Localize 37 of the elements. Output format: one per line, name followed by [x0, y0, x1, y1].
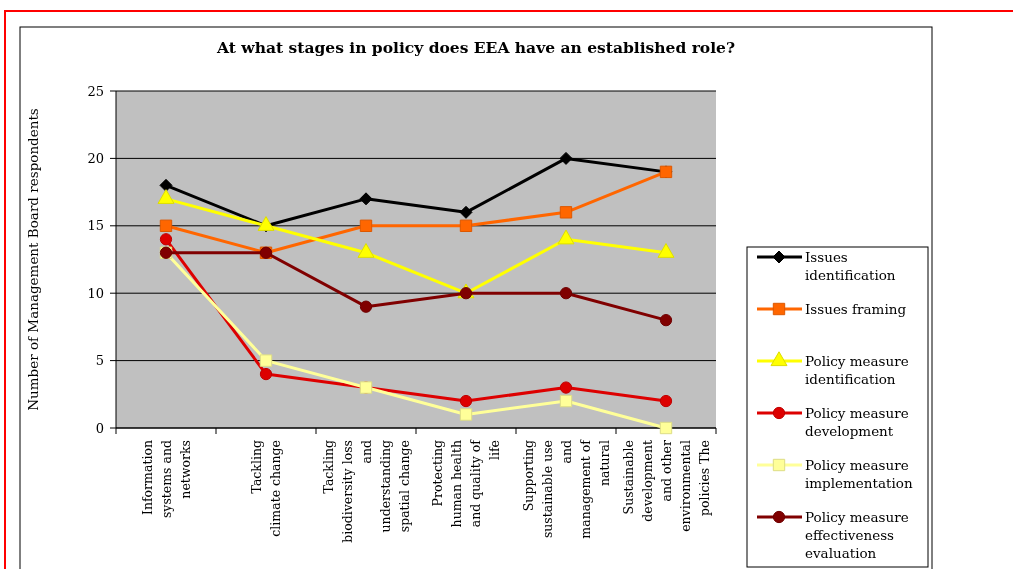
legend-label: Policy measure identification [805, 353, 909, 387]
x-tick-label: Information systems and networks [139, 440, 193, 519]
point [159, 219, 173, 232]
point [359, 219, 373, 232]
point [359, 300, 373, 313]
point [459, 287, 473, 300]
y-tick-label: 10 [87, 285, 104, 301]
point [559, 151, 573, 165]
y-axis-title: Number of Management Board respondents [25, 108, 41, 411]
point [159, 233, 173, 246]
point [259, 354, 273, 367]
point [459, 219, 473, 232]
legend-label: Policy measure effectiveness evaluation [805, 509, 909, 561]
point [559, 287, 573, 300]
y-tick-label: 5 [95, 353, 104, 369]
legend-label: Policy measure development [805, 405, 909, 439]
point [259, 367, 273, 381]
legend-label: Issues framing [805, 301, 907, 317]
y-tick-label: 20 [87, 150, 104, 166]
point [459, 408, 473, 421]
y-tick-label: 0 [95, 420, 104, 436]
point [459, 205, 473, 219]
point [159, 178, 173, 192]
point [559, 381, 573, 394]
point [659, 394, 673, 408]
point [659, 421, 673, 435]
y-tick-label: 25 [87, 83, 104, 99]
y-tick-label: 15 [87, 218, 104, 234]
point [559, 394, 573, 408]
legend-label: Issues identification [805, 249, 896, 283]
point [459, 394, 473, 408]
point [359, 192, 373, 206]
x-tick-label: Protecting human health and quality of life [430, 438, 502, 528]
legend-label: Policy measure implementation [805, 457, 913, 491]
point [559, 206, 573, 219]
chart-title: At what stages in policy does EEA have an established role? [216, 38, 735, 57]
point [659, 314, 673, 327]
